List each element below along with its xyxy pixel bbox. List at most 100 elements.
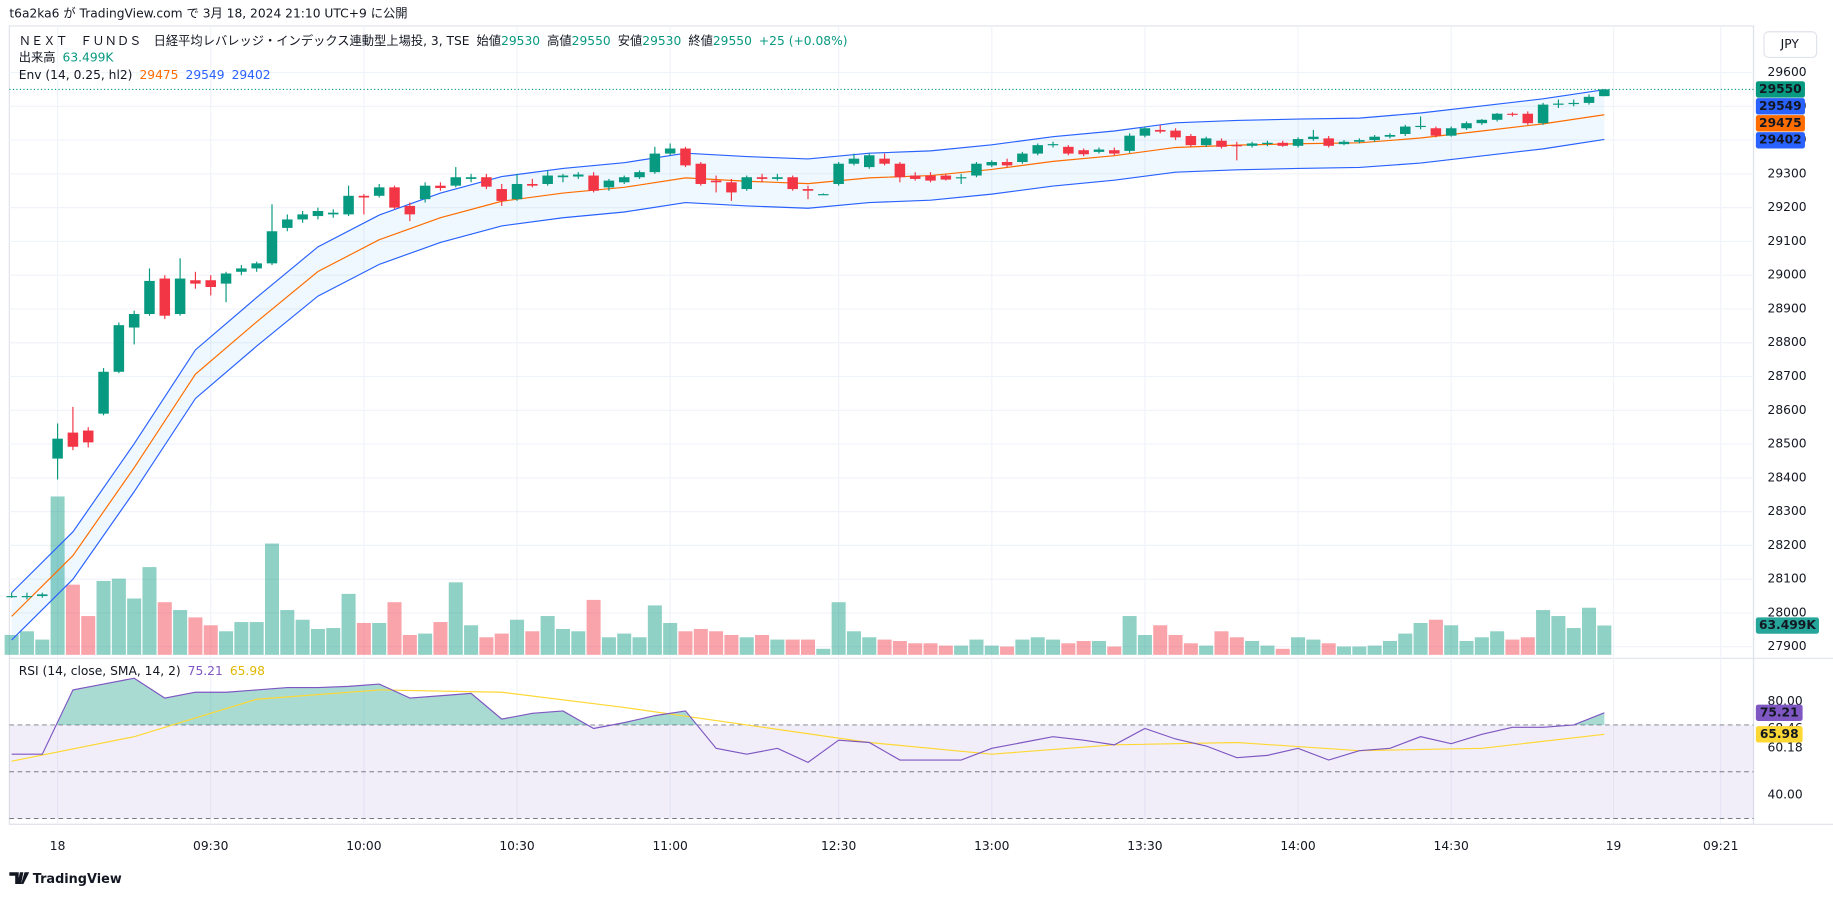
envelope-lower	[11, 138, 1605, 641]
candle-body	[1277, 142, 1289, 146]
legend: Env (14, 0.25, hl2) 29475 29549 29402	[19, 68, 271, 82]
currency[interactable]: JPY	[1780, 37, 1800, 51]
legend-item: 63.499K	[63, 50, 115, 64]
volume-bar	[203, 625, 218, 655]
legend-item: 29402	[232, 68, 271, 82]
volume-badge	[1755, 617, 1819, 634]
legend-item: 29530	[642, 34, 681, 48]
candle-body	[496, 189, 507, 201]
volume-bar	[785, 639, 800, 655]
volume-badge-label: 63.499K	[1759, 618, 1816, 632]
volume-bar	[1474, 637, 1489, 655]
volume-bar	[35, 639, 50, 655]
volume-bar	[1536, 610, 1551, 655]
candle-body	[603, 180, 615, 188]
candle-body	[802, 189, 814, 191]
volume-bar	[1168, 634, 1183, 655]
rsi-ma-line	[11, 689, 1605, 762]
candle-body	[282, 219, 293, 228]
candle-body	[1308, 136, 1319, 140]
volume-bar	[372, 622, 387, 655]
volume-bar	[693, 628, 708, 655]
volume-bar	[1199, 645, 1214, 655]
volume-bar	[663, 622, 678, 655]
x-tick-label: 13:30	[1127, 839, 1162, 853]
legend-item: ＮＥＸＴ ＦＵＮＤＳ 日経平均レバレッジ・インデックス連動型上場投, 3, TS…	[19, 33, 470, 48]
volume-bar	[877, 639, 892, 655]
candle-body	[1063, 146, 1074, 154]
candle-body	[787, 177, 798, 190]
volume-bar	[1413, 622, 1428, 655]
candle-body	[1124, 135, 1135, 151]
volume-bar	[1367, 645, 1382, 655]
candle-body	[190, 280, 201, 284]
candle-body	[389, 187, 400, 208]
volume-bar	[1321, 643, 1336, 655]
x-tick-label: 09:21	[1703, 839, 1738, 853]
rsi-tick-label: 80.00	[1768, 694, 1803, 708]
candle-body	[6, 596, 17, 598]
volume-bar	[816, 648, 831, 655]
candle-body	[404, 205, 416, 215]
candle-body	[986, 162, 998, 166]
y-tick-label: 28400	[1768, 470, 1807, 484]
legend-item: 75.21	[188, 664, 223, 678]
volume-bar	[234, 622, 249, 655]
candle-body	[710, 180, 722, 183]
candle-body	[527, 183, 538, 186]
price-badge	[1755, 98, 1805, 115]
legend-item: 高値	[547, 33, 572, 48]
candle-body	[312, 211, 324, 217]
legend: RSI (14, close, SMA, 14, 2) 75.21 65.98	[19, 664, 265, 678]
volume-bar	[356, 622, 371, 655]
candle-body	[67, 432, 79, 447]
candle-body	[618, 177, 630, 183]
volume-bar	[1046, 639, 1061, 655]
volume-bar	[831, 602, 846, 655]
candle-body	[1323, 138, 1334, 146]
y-tick-label: 28600	[1768, 403, 1807, 417]
volume-bar	[418, 633, 433, 655]
candle-body	[159, 278, 171, 316]
candle-body	[1583, 96, 1595, 103]
candle-body	[1461, 123, 1472, 129]
legend: 出来高 63.499K	[19, 49, 115, 64]
legend-item: Env (14, 0.25, hl2)	[19, 68, 133, 82]
volume-bar	[984, 645, 999, 655]
currency-button[interactable]	[1763, 31, 1818, 59]
rsi-badge-label: 75.21	[1760, 705, 1799, 719]
volume-bar	[448, 582, 463, 655]
volume-bar	[908, 643, 923, 655]
y-tick-label: 28200	[1768, 538, 1807, 552]
candle-body	[220, 273, 232, 284]
candle-body	[1599, 89, 1610, 97]
candle-body	[634, 172, 645, 178]
legend-item: 29475	[139, 68, 178, 82]
candle-body	[343, 195, 354, 215]
envelope-fill	[11, 89, 1605, 640]
candle-body	[573, 174, 584, 177]
candle-body	[1093, 149, 1105, 152]
volume-bar	[50, 496, 65, 655]
volume-bar	[1245, 640, 1260, 655]
volume-bar	[1076, 640, 1091, 655]
y-tick-label: 28000	[1768, 605, 1807, 619]
volume-bar	[1107, 646, 1122, 655]
y-tick-label: 29200	[1768, 200, 1807, 214]
candle-body	[833, 163, 844, 184]
candle-body	[756, 177, 768, 179]
candle-body	[1262, 142, 1273, 145]
volume-bar	[647, 605, 662, 655]
candle-body	[1522, 113, 1534, 124]
rsi-line	[11, 677, 1605, 764]
volume-bar	[4, 634, 19, 655]
volume-bar	[510, 619, 525, 655]
candle-body	[557, 175, 569, 178]
candle-body	[205, 280, 216, 287]
candle-body	[1537, 104, 1549, 124]
candle-body	[664, 148, 676, 154]
y-tick-label: 29100	[1768, 234, 1807, 248]
candle-body	[481, 177, 492, 187]
volume-bar	[1137, 634, 1152, 655]
volume-bar	[1291, 637, 1306, 655]
